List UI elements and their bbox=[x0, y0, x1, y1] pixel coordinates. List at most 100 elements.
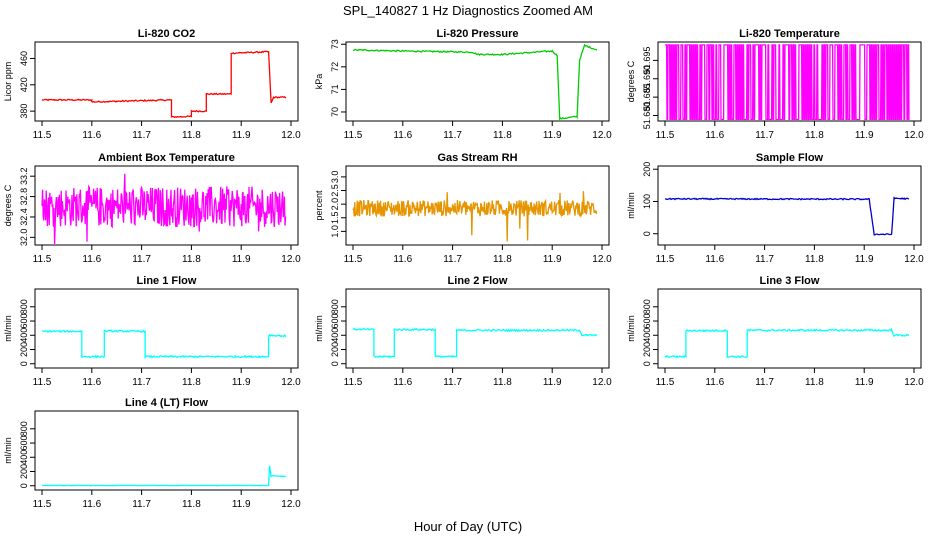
x-tick-label: 11.8 bbox=[805, 254, 824, 265]
x-tick-label: 12.0 bbox=[904, 377, 924, 388]
x-tick-label: 11.6 bbox=[82, 377, 101, 388]
x-tick-label: 11.5 bbox=[344, 254, 363, 265]
panel-title: Gas Stream RH bbox=[437, 152, 517, 164]
x-tick-label: 11.9 bbox=[543, 377, 562, 388]
panel-title: Li-820 Temperature bbox=[739, 28, 840, 40]
chart-panel: Li-820 Pressure 11.5 11.6 11.7 11.8 11.9 12.0 7… bbox=[314, 28, 612, 141]
x-tick-label: 11.9 bbox=[232, 254, 251, 265]
x-tick-label: 11.9 bbox=[232, 130, 251, 141]
x-tick-label: 11.7 bbox=[132, 377, 151, 388]
x-tick-label: 11.5 bbox=[656, 377, 675, 388]
y-tick-label: 70 bbox=[330, 107, 340, 117]
panel-title: Li-820 CO2 bbox=[138, 28, 195, 40]
plot-frame bbox=[345, 41, 610, 122]
chart-panel: Li-820 CO2 11.5 11.6 11.7 11.8 11.9 12.0 380 420… bbox=[3, 28, 301, 141]
panel-title: Line 3 Flow bbox=[760, 275, 820, 287]
plot-frame bbox=[657, 41, 922, 122]
panel-grid: Li-820 CO2 11.5 11.6 11.7 11.8 11.9 12.0 380 420… bbox=[3, 28, 924, 510]
y-tick-label: 1.0 bbox=[330, 225, 340, 238]
x-tick-label: 12.0 bbox=[904, 254, 924, 265]
y-tick-label: 51.695 bbox=[642, 47, 652, 75]
y-tick-label: 400 bbox=[19, 450, 29, 465]
plot-frame bbox=[34, 288, 299, 369]
y-tick-label: 73 bbox=[330, 39, 340, 49]
chart-panel: Ambient Box Temperature 11.5 11.6 11.7 11.8 1… bbox=[3, 152, 301, 265]
x-tick-label: 11.6 bbox=[705, 377, 724, 388]
x-tick-label: 12.0 bbox=[592, 377, 612, 388]
y-axis-label: degrees C bbox=[626, 60, 636, 102]
x-tick-label: 11.6 bbox=[82, 254, 101, 265]
x-tick-label: 11.9 bbox=[855, 377, 874, 388]
y-axis-label: degrees C bbox=[3, 184, 13, 226]
x-tick-label: 11.7 bbox=[755, 130, 774, 141]
panel-title: Sample Flow bbox=[756, 152, 824, 164]
plot-frame bbox=[657, 288, 922, 369]
y-axis-label: ml/min bbox=[626, 315, 636, 342]
y-tick-label: 0 bbox=[642, 361, 652, 366]
x-tick-label: 11.6 bbox=[393, 377, 412, 388]
plot-frame bbox=[345, 288, 610, 369]
panel-title: Line 2 Flow bbox=[448, 275, 508, 287]
series-line bbox=[41, 173, 287, 244]
y-tick-label: 600 bbox=[330, 314, 340, 329]
x-tick-label: 11.6 bbox=[82, 499, 101, 510]
x-tick-label: 11.8 bbox=[182, 130, 201, 141]
y-tick-label: 400 bbox=[19, 328, 29, 343]
plot-frame bbox=[345, 165, 610, 246]
x-tick-label: 11.8 bbox=[182, 377, 201, 388]
x-tick-label: 11.7 bbox=[755, 377, 774, 388]
y-tick-label: 2.5 bbox=[330, 184, 340, 197]
y-tick-label: 400 bbox=[330, 328, 340, 343]
y-tick-label: 200 bbox=[330, 342, 340, 357]
y-tick-label: 600 bbox=[19, 314, 29, 329]
x-tick-label: 11.5 bbox=[33, 254, 52, 265]
y-tick-label: 33.2 bbox=[19, 167, 29, 185]
y-tick-label: 0 bbox=[330, 361, 340, 366]
x-tick-label: 11.9 bbox=[232, 499, 251, 510]
x-tick-label: 12.0 bbox=[592, 254, 612, 265]
y-tick-label: 0 bbox=[19, 361, 29, 366]
plot-frame bbox=[34, 165, 299, 246]
x-tick-label: 11.5 bbox=[344, 130, 363, 141]
x-tick-label: 11.7 bbox=[443, 254, 462, 265]
x-tick-label: 12.0 bbox=[281, 377, 301, 388]
y-tick-label: 51.690 bbox=[642, 65, 652, 93]
y-tick-label: 800 bbox=[19, 421, 29, 436]
y-tick-label: 200 bbox=[642, 162, 652, 177]
series-line bbox=[352, 191, 598, 242]
x-tick-label: 11.8 bbox=[805, 130, 824, 141]
y-tick-label: 51.680 bbox=[642, 102, 652, 130]
chart-panel: Li-820 Temperature 11.5 11.6 11.7 11.8 11.9 12… bbox=[626, 28, 924, 141]
x-tick-label: 11.9 bbox=[543, 254, 562, 265]
series-line bbox=[665, 44, 910, 120]
y-tick-label: 800 bbox=[330, 299, 340, 314]
x-tick-label: 11.9 bbox=[855, 254, 874, 265]
y-axis-label: kPa bbox=[314, 74, 324, 90]
x-tick-label: 11.8 bbox=[182, 254, 201, 265]
chart-panel: Line 1 Flow 11.5 11.6 11.7 11.8 11.9 12.0 0 2004… bbox=[3, 275, 301, 388]
figure-title: SPL_140827 1 Hz Diagnostics Zoomed AM bbox=[343, 3, 593, 18]
x-tick-label: 11.7 bbox=[132, 499, 151, 510]
y-tick-label: 600 bbox=[642, 314, 652, 329]
y-tick-label: 32.4 bbox=[19, 208, 29, 226]
y-tick-label: 600 bbox=[19, 436, 29, 451]
x-tick-label: 11.5 bbox=[656, 254, 675, 265]
y-tick-label: 72 bbox=[330, 62, 340, 72]
y-tick-label: 3.0 bbox=[330, 171, 340, 184]
series-line bbox=[352, 43, 598, 120]
x-tick-label: 11.7 bbox=[132, 130, 151, 141]
y-tick-label: 32.0 bbox=[19, 229, 29, 247]
figure-xlabel: Hour of Day (UTC) bbox=[414, 519, 522, 534]
series-line bbox=[664, 196, 910, 236]
y-tick-label: 420 bbox=[19, 77, 29, 92]
x-tick-label: 11.8 bbox=[493, 254, 512, 265]
chart-panel: Line 4 (LT) Flow 11.5 11.6 11.7 11.8 11.9 12.0… bbox=[3, 397, 301, 510]
y-axis-label: ml/min bbox=[314, 315, 324, 342]
x-tick-label: 11.9 bbox=[855, 130, 874, 141]
x-tick-label: 11.7 bbox=[755, 254, 774, 265]
panel-title: Line 4 (LT) Flow bbox=[125, 397, 208, 409]
x-tick-label: 11.6 bbox=[705, 254, 724, 265]
x-tick-label: 12.0 bbox=[281, 254, 301, 265]
y-tick-label: 2.0 bbox=[330, 198, 340, 211]
y-tick-label: 1.5 bbox=[330, 212, 340, 225]
